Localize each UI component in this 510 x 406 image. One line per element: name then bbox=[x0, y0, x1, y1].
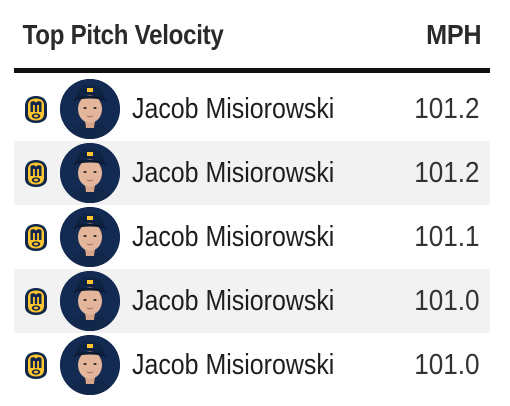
player-name[interactable]: Jacob Misiorowski bbox=[132, 93, 334, 126]
leaderboard-header: Top Pitch Velocity MPH bbox=[14, 0, 490, 70]
player-headshot bbox=[60, 143, 120, 203]
brewers-glove-icon bbox=[20, 285, 52, 317]
velocity-value: 101.2 bbox=[415, 157, 480, 190]
brewers-glove-icon bbox=[20, 349, 52, 381]
velocity-unit-header: MPH bbox=[426, 19, 490, 51]
header-divider bbox=[14, 68, 490, 73]
velocity-value: 101.0 bbox=[415, 285, 480, 318]
leaderboard-row[interactable]: Jacob Misiorowski 101.2 bbox=[14, 141, 490, 205]
leaderboard-rows: Jacob Misiorowski 101.2 Jacob Misiorowsk… bbox=[14, 77, 490, 397]
leaderboard-row[interactable]: Jacob Misiorowski 101.0 bbox=[14, 269, 490, 333]
velocity-value: 101.1 bbox=[415, 221, 480, 254]
player-headshot bbox=[60, 79, 120, 139]
player-headshot bbox=[60, 207, 120, 267]
player-headshot bbox=[60, 271, 120, 331]
leaderboard-title: Top Pitch Velocity bbox=[14, 19, 224, 51]
leaderboard-row[interactable]: Jacob Misiorowski 101.1 bbox=[14, 205, 490, 269]
player-headshot bbox=[60, 335, 120, 395]
brewers-glove-icon bbox=[20, 93, 52, 125]
player-name[interactable]: Jacob Misiorowski bbox=[132, 221, 334, 254]
leaderboard-row[interactable]: Jacob Misiorowski 101.0 bbox=[14, 333, 490, 397]
brewers-glove-icon bbox=[20, 157, 52, 189]
player-name[interactable]: Jacob Misiorowski bbox=[132, 349, 334, 382]
player-name[interactable]: Jacob Misiorowski bbox=[132, 157, 334, 190]
brewers-glove-icon bbox=[20, 221, 52, 253]
velocity-value: 101.2 bbox=[415, 93, 480, 126]
leaderboard-row[interactable]: Jacob Misiorowski 101.2 bbox=[14, 77, 490, 141]
player-name[interactable]: Jacob Misiorowski bbox=[132, 285, 334, 318]
velocity-value: 101.0 bbox=[415, 349, 480, 382]
